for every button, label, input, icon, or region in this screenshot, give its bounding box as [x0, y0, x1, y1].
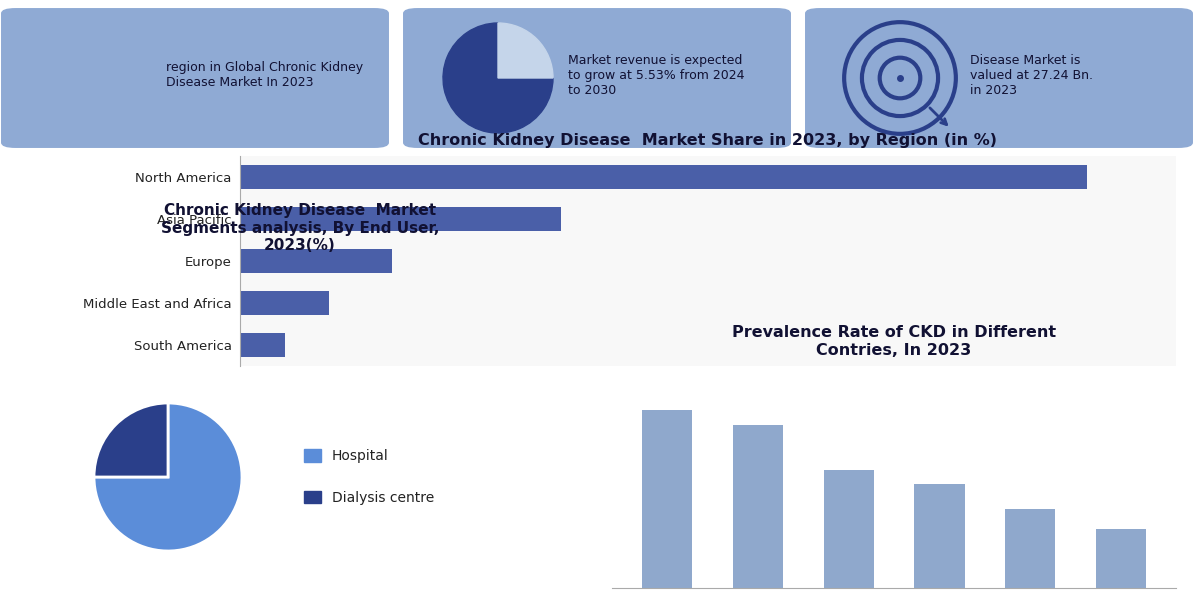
Bar [240, 166, 1087, 188]
Wedge shape [443, 23, 553, 133]
Title: Chronic Kidney Disease  Market Share in 2023, by Region (in %): Chronic Kidney Disease Market Share in 2… [419, 133, 997, 148]
Wedge shape [94, 403, 168, 477]
Bar [1006, 509, 1056, 588]
Bar [732, 425, 782, 588]
Text: Chronic Kidney Disease  Market
Segments analysis, By End User,
2023(%): Chronic Kidney Disease Market Segments a… [161, 203, 439, 253]
FancyBboxPatch shape [805, 8, 1193, 148]
FancyBboxPatch shape [1, 8, 389, 148]
Bar [240, 208, 560, 230]
Bar [642, 410, 691, 588]
Text: Market revenue is expected
to grow at 5.53% from 2024
to 2030: Market revenue is expected to grow at 5.… [568, 54, 744, 97]
Bar [240, 334, 284, 356]
Text: region in Global Chronic Kidney
Disease Market In 2023: region in Global Chronic Kidney Disease … [166, 61, 362, 89]
Wedge shape [94, 403, 242, 551]
Bar [240, 250, 391, 272]
Bar [914, 484, 965, 588]
Wedge shape [498, 23, 553, 78]
Bar [240, 292, 329, 314]
Title: Prevalence Rate of CKD in Different
Contries, In 2023: Prevalence Rate of CKD in Different Cont… [732, 325, 1056, 358]
Bar [1097, 529, 1146, 588]
Legend: Hospital, Dialysis centre: Hospital, Dialysis centre [298, 442, 440, 512]
Text: Disease Market is
valued at 27.24 Bn.
in 2023: Disease Market is valued at 27.24 Bn. in… [970, 54, 1093, 97]
FancyBboxPatch shape [403, 8, 791, 148]
Bar [823, 470, 874, 588]
